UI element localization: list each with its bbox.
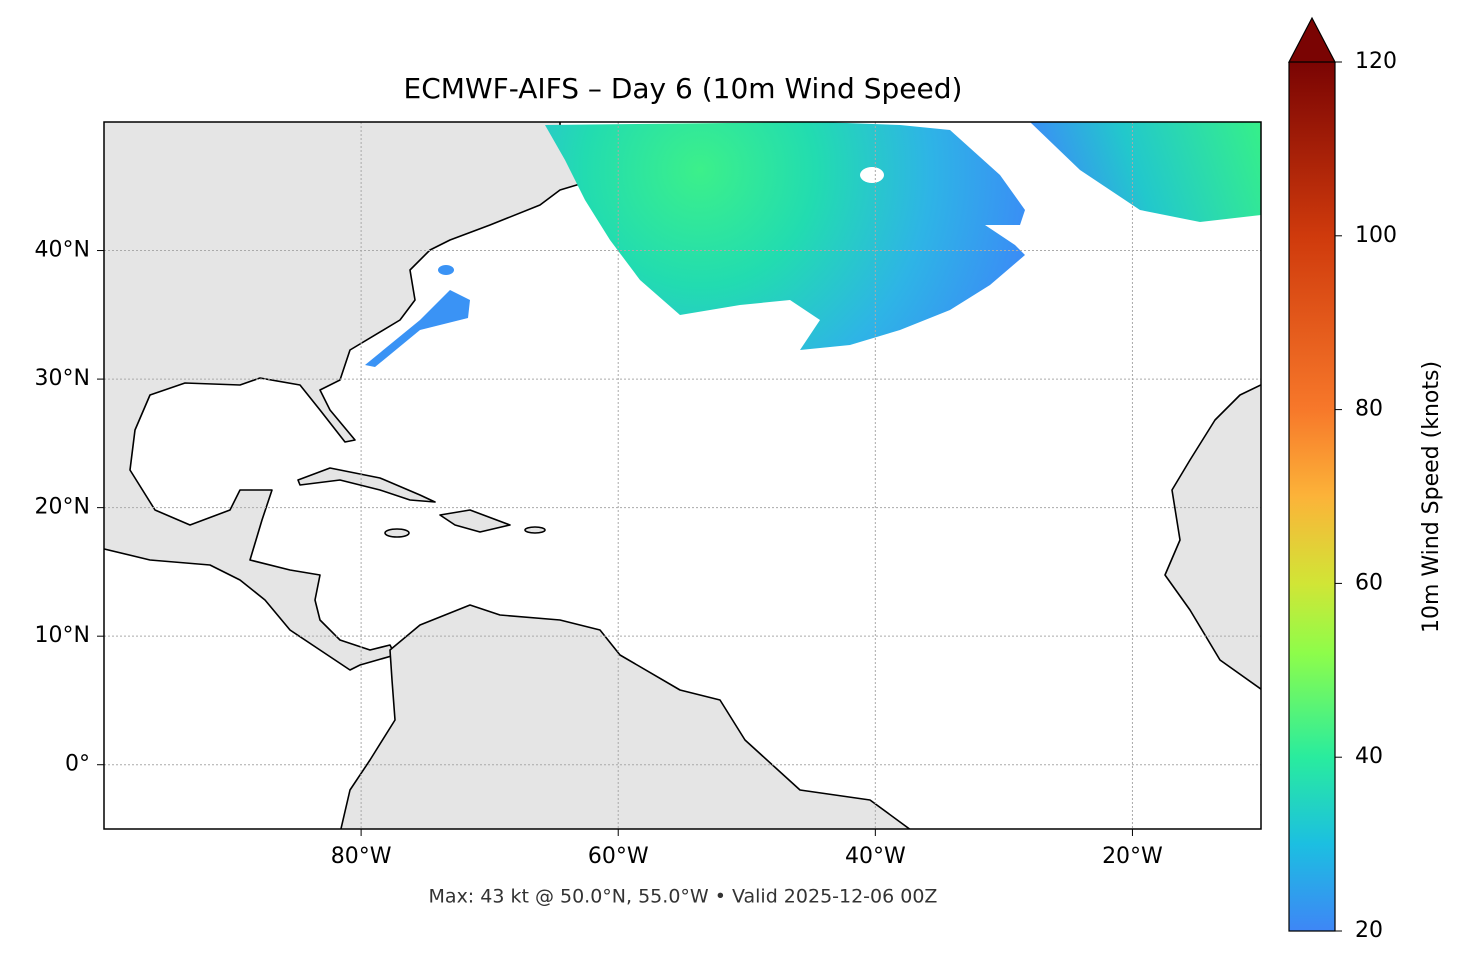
- map-frame: [103, 121, 1262, 830]
- y-tick-label: 20°N: [35, 495, 90, 520]
- colorbar-tick-label: 120: [1355, 49, 1397, 74]
- wind-hole: [860, 167, 884, 183]
- colorbar-tick-label: 20: [1355, 918, 1383, 943]
- x-tick-label: 40°W: [845, 844, 906, 869]
- colorbar-tick-label: 60: [1355, 570, 1383, 595]
- cuba: [297, 467, 436, 503]
- wind-field: [365, 290, 470, 367]
- colorbar-label: 10m Wind Speed (knots): [1419, 361, 1444, 633]
- colorbar-frame: [1288, 62, 1336, 932]
- grid: [104, 122, 1261, 829]
- jamaica: [384, 528, 410, 538]
- y-tick-label: 40°N: [35, 238, 90, 263]
- y-tick-label: 30°N: [35, 366, 90, 391]
- y-tick-label: 10°N: [35, 623, 90, 648]
- y-tick-label: 0°: [65, 752, 90, 777]
- wind-field: [438, 265, 454, 275]
- x-tick-label: 60°W: [588, 844, 649, 869]
- colorbar-extend: [1288, 16, 1336, 63]
- colorbar: [1289, 62, 1335, 931]
- wind-field: [1030, 122, 1261, 222]
- colorbar-tick-label: 100: [1355, 223, 1397, 248]
- south-america: [340, 604, 911, 829]
- colorbar-tick-label: 80: [1355, 397, 1383, 422]
- title: ECMWF-AIFS – Day 6 (10m Wind Speed): [404, 72, 963, 105]
- colorbar-tick-label: 40: [1355, 744, 1383, 769]
- wind-field: [545, 122, 1025, 350]
- africa: [1164, 384, 1261, 691]
- hispaniola: [439, 509, 511, 533]
- x-tick-label: 20°W: [1102, 844, 1163, 869]
- puerto-rico: [524, 526, 546, 534]
- north-america: [104, 122, 621, 671]
- x-tick-label: 80°W: [331, 844, 392, 869]
- footer: Max: 43 kt @ 50.0°N, 55.0°W • Valid 2025…: [429, 886, 938, 908]
- map: [104, 122, 1261, 829]
